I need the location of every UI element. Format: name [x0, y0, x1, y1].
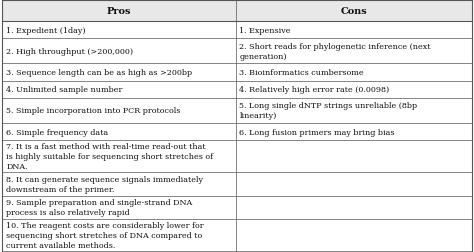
Text: 9. Sample preparation and single-strand DNA
process is also relatively rapid: 9. Sample preparation and single-strand …: [6, 198, 192, 216]
Text: 5. Long single dNTP strings unreliable (8bp
linearity): 5. Long single dNTP strings unreliable (…: [239, 102, 418, 120]
Text: 1. Expedient (1day): 1. Expedient (1day): [6, 26, 86, 35]
Text: 10. The reagent costs are considerably lower for
sequencing short stretches of D: 10. The reagent costs are considerably l…: [6, 221, 204, 249]
Bar: [2, 81, 472, 99]
Text: 6. Simple frequency data: 6. Simple frequency data: [6, 128, 108, 136]
Bar: [2, 22, 472, 39]
Text: 7. It is a fast method with real-time read-out that
is highly suitable for seque: 7. It is a fast method with real-time re…: [6, 142, 213, 171]
Text: 6. Long fusion primers may bring bias: 6. Long fusion primers may bring bias: [239, 128, 395, 136]
Bar: [2, 196, 472, 219]
Text: 4. Unlimited sample number: 4. Unlimited sample number: [6, 86, 123, 94]
Bar: [2, 39, 472, 64]
Text: 2. High throughput (>200,000): 2. High throughput (>200,000): [6, 47, 133, 55]
Text: 3. Bioinformatics cumbersome: 3. Bioinformatics cumbersome: [239, 69, 364, 76]
Text: 1. Expensive: 1. Expensive: [239, 26, 291, 35]
Bar: [2, 99, 472, 123]
Text: 4. Relatively high error rate (0.0098): 4. Relatively high error rate (0.0098): [239, 86, 390, 94]
Text: 8. It can generate sequence signals immediately
downstream of the primer.: 8. It can generate sequence signals imme…: [6, 175, 203, 193]
Bar: [2, 219, 472, 251]
Text: 3. Sequence length can be as high as >200bp: 3. Sequence length can be as high as >20…: [6, 69, 192, 76]
Text: Cons: Cons: [340, 7, 367, 16]
Bar: [2, 64, 472, 81]
Text: 2. Short reads for phylogenetic inference (next
generation): 2. Short reads for phylogenetic inferenc…: [239, 42, 431, 60]
Text: Pros: Pros: [107, 7, 131, 16]
Bar: [2, 1, 472, 22]
Bar: [2, 123, 472, 141]
Bar: [2, 172, 472, 196]
Text: 5. Simple incorporation into PCR protocols: 5. Simple incorporation into PCR protoco…: [6, 107, 181, 115]
Bar: [2, 141, 472, 172]
